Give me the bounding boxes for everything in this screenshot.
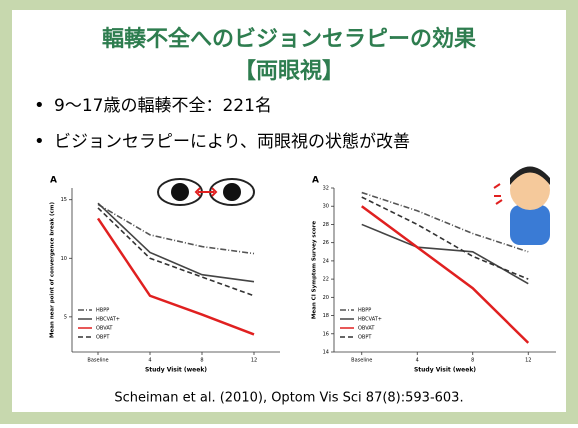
y-tick-label: 14 — [323, 350, 329, 356]
legend-label: OBPT — [96, 335, 110, 341]
legend-label: OBPT — [358, 335, 372, 341]
legend-label: HBPP — [96, 308, 109, 314]
x-tick-label: Baseline — [351, 358, 372, 364]
series-line — [361, 191, 529, 253]
series-line — [97, 203, 255, 255]
legend-label: HBCVAT+ — [358, 317, 382, 323]
y-tick-label: 32 — [323, 186, 329, 192]
panel-label: A — [50, 176, 57, 186]
x-tick-label: 8 — [200, 358, 203, 364]
x-tick-label: 12 — [525, 358, 531, 364]
x-tick-label: Baseline — [87, 358, 108, 364]
legend-label: HBPP — [358, 308, 371, 314]
x-tick-label: 8 — [471, 358, 474, 364]
y-axis-label: Mean near point of convergence break (cm… — [50, 202, 56, 339]
y-tick-label: 24 — [323, 258, 329, 264]
x-tick-label: 4 — [148, 358, 151, 364]
x-tick-label: 12 — [251, 358, 257, 364]
y-tick-label: 18 — [323, 313, 329, 319]
bullet: ビジョンセラピーにより、両眼視の状態が改善 — [54, 132, 410, 152]
x-axis-label: Study Visit (week) — [145, 367, 207, 374]
y-tick-label: 28 — [323, 222, 329, 228]
y-tick-label: 26 — [323, 240, 329, 246]
y-tick-label: 5 — [64, 314, 67, 320]
y-tick-label: 20 — [323, 295, 329, 301]
x-axis-label: Study Visit (week) — [414, 367, 476, 374]
headache-icon — [493, 166, 550, 245]
panel-label: A — [312, 176, 319, 186]
y-axis-label: Mean CI Symptom Survey score — [312, 221, 318, 319]
legend-label: OBVAT — [96, 326, 113, 332]
series-line — [361, 205, 530, 344]
series-line — [361, 196, 529, 280]
legend-label: OBVAT — [358, 326, 375, 332]
citation: Scheiman et al. (2010), Optom Vis Sci 87… — [114, 391, 463, 406]
series-line — [96, 217, 255, 336]
eyes-icon — [157, 178, 255, 206]
y-tick-label: 10 — [61, 256, 67, 262]
y-tick-label: 30 — [323, 204, 329, 210]
bullet-dot: • — [34, 131, 45, 152]
series-line — [97, 207, 255, 297]
series-line — [97, 202, 255, 283]
slide-body — [12, 10, 566, 412]
y-tick-label: 16 — [323, 331, 329, 337]
slide-title: 輻輳不全へのビジョンセラピーの効果 — [102, 26, 476, 52]
y-tick-label: 15 — [61, 197, 67, 203]
y-tick-label: 22 — [323, 277, 329, 283]
bullet: 9〜17歳の輻輳不全：221名 — [54, 96, 272, 116]
legend-label: HBCVAT+ — [96, 317, 120, 323]
slide-title: 【両眼視】 — [234, 59, 344, 84]
x-tick-label: 4 — [416, 358, 419, 364]
bullet-dot: • — [34, 95, 45, 116]
